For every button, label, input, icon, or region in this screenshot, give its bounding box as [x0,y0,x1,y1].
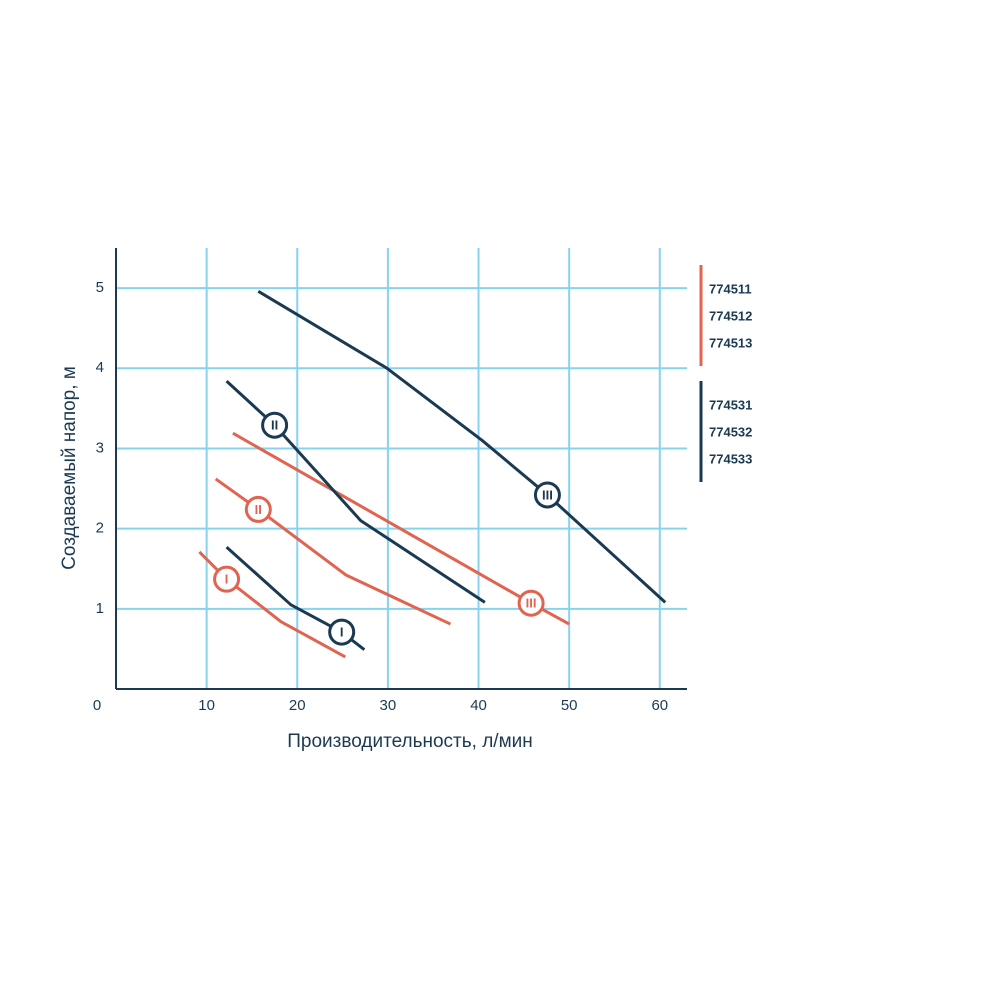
legend-label: 774511 [709,281,752,296]
legend-label: 774532 [709,424,752,439]
curve-label: III [542,487,553,502]
y-tick-label: 3 [96,439,104,456]
y-tick-label: 1 [96,600,104,617]
curve-label: I [340,625,344,640]
curve-label: II [271,418,278,433]
curve-marker [533,481,561,509]
x-tick-label: 10 [198,697,215,714]
curve [198,550,347,659]
legend-label: 774533 [709,451,752,466]
curve-marker [213,565,241,593]
y-tick-label: 2 [96,520,104,537]
curve-label: I [225,572,229,587]
x-axis-label: Производительность, л/мин [287,731,533,752]
curve [257,290,667,604]
curve-marker [517,589,545,617]
curve-label: II [255,502,262,517]
curve [225,545,366,651]
legend-label: 774513 [709,335,752,350]
x-tick-label: 40 [470,697,487,714]
x-tick-label: 0 [93,697,101,714]
curve-marker [244,495,272,523]
x-tick-label: 60 [651,697,668,714]
curve-marker [328,618,356,646]
x-tick-label: 30 [380,697,397,714]
curve [214,477,452,626]
legend-label: 774512 [709,308,752,323]
x-tick-label: 50 [561,697,578,714]
curve [225,379,486,604]
y-tick-label: 4 [96,359,104,376]
legend-label: 774531 [709,397,752,412]
curve-label: III [526,596,537,611]
y-axis-label: Создаваемый напор, м [59,366,80,570]
curve-marker [261,411,289,439]
x-tick-label: 20 [289,697,306,714]
y-tick-label: 5 [96,279,104,296]
